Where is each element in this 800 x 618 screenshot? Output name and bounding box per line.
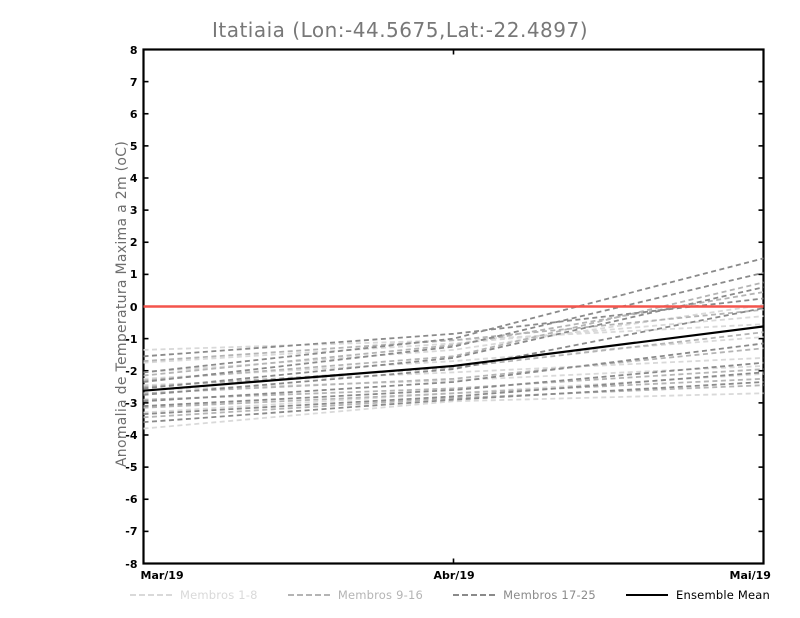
y-tick-label: -7 (125, 525, 138, 539)
member-line (143, 307, 764, 396)
legend-label-members-17-25: Membros 17-25 (503, 588, 596, 602)
series-group (143, 257, 764, 430)
y-tick-label: -3 (125, 396, 138, 410)
chart-title: Itatiaia (Lon:-44.5675,Lat:-22.4897) (211, 18, 589, 42)
y-tick-label: -6 (125, 493, 138, 507)
member-line (143, 392, 764, 430)
legend-label-members-9-16: Membros 9-16 (337, 588, 423, 602)
member-line (143, 377, 764, 409)
ensemble-mean-line (143, 325, 764, 392)
member-line (143, 271, 764, 383)
y-tick-label: -5 (125, 461, 138, 475)
legend-entry-members-9-16: Membros 9-16 (287, 588, 423, 602)
y-tick-label: 3 (129, 204, 138, 218)
legend-swatch-members-1-8 (130, 594, 172, 596)
member-line (143, 323, 764, 351)
chart-legend: Membros 1-8 Membros 9-16 Membros 17-25 E… (130, 586, 770, 604)
member-line (143, 315, 764, 364)
member-line (143, 384, 764, 419)
y-tick-label: -2 (125, 364, 138, 378)
member-line (143, 371, 764, 416)
legend-swatch-ensemble-mean (626, 594, 669, 596)
member-line (143, 361, 764, 407)
member-line (143, 331, 764, 388)
y-tick-label: 6 (129, 107, 138, 121)
legend-entry-ensemble-mean: Ensemble Mean (626, 588, 770, 602)
legend-label-ensemble-mean: Ensemble Mean (676, 588, 771, 602)
member-line (143, 342, 764, 403)
y-tick-label: -4 (125, 429, 138, 442)
y-tick-label: 4 (129, 172, 138, 185)
y-tick-label: -1 (125, 332, 138, 346)
y-tick-label: 8 (129, 43, 138, 57)
member-line (143, 297, 764, 358)
x-tick-label: Mar/19 (140, 568, 184, 582)
x-tick-label: Mai/19 (729, 568, 771, 582)
member-line (143, 308, 764, 363)
y-tick-label: 2 (129, 236, 138, 250)
legend-swatch-members-9-16 (287, 594, 330, 596)
legend-entry-members-1-8: Membros 1-8 (130, 588, 258, 602)
y-tick-label: -8 (125, 557, 138, 571)
y-tick-label: 7 (129, 75, 138, 89)
x-tick-label: Abr/19 (433, 568, 475, 582)
member-line (143, 286, 764, 390)
y-tick-label: 0 (129, 300, 138, 314)
legend-label-members-1-8: Membros 1-8 (180, 588, 258, 602)
y-tick-label: 1 (129, 268, 138, 282)
member-line (143, 368, 764, 401)
legend-swatch-members-17-25 (453, 594, 496, 596)
member-line (143, 381, 764, 424)
member-line (143, 347, 764, 395)
y-tick-label: 5 (129, 139, 138, 153)
legend-entry-members-17-25: Membros 17-25 (453, 588, 596, 602)
member-line (143, 257, 764, 374)
